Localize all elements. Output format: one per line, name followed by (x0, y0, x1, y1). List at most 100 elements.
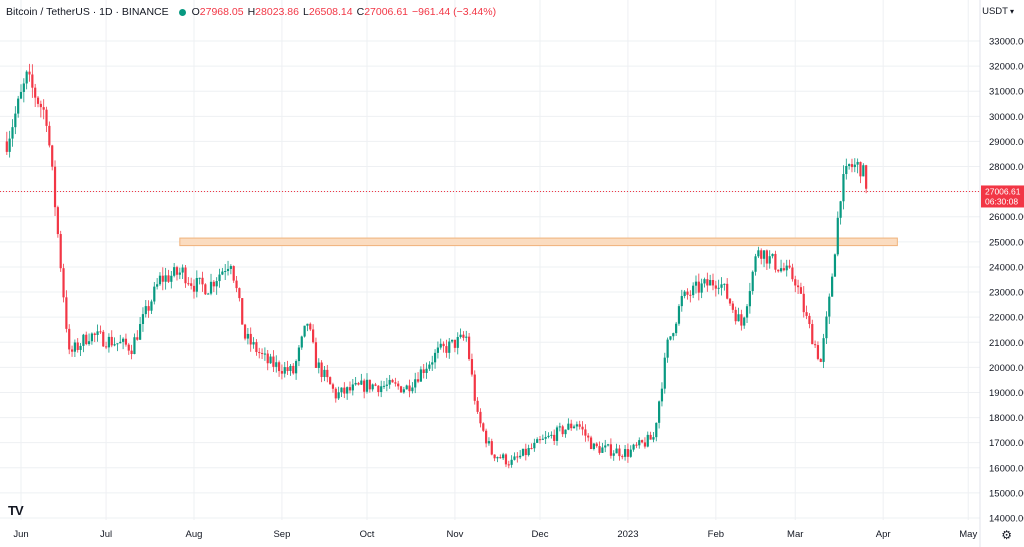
candle (113, 337, 116, 347)
candle (740, 309, 743, 331)
candle (365, 373, 369, 394)
candle (558, 422, 561, 432)
candle (73, 339, 76, 358)
candle (93, 332, 96, 343)
price-axis[interactable]: 33000.00 32000.00 31000.00 30000.00 29000.00… (989, 37, 1024, 525)
candle (706, 272, 709, 292)
candle (462, 331, 465, 341)
tradingview-logo-icon[interactable]: TV (8, 503, 24, 518)
candle (493, 454, 496, 462)
candle (397, 380, 400, 390)
candle (760, 248, 763, 265)
candlestick-series (5, 63, 868, 469)
time-tick-label: Sep (273, 529, 290, 540)
candle (856, 158, 859, 174)
candle (621, 454, 624, 460)
candle (646, 431, 649, 448)
candle (745, 303, 749, 324)
candle (536, 437, 539, 444)
candle (502, 452, 505, 460)
candle (553, 429, 556, 446)
candle (144, 299, 147, 318)
candle (496, 456, 499, 463)
candle (640, 439, 644, 444)
currency-selector[interactable]: USDT ▾ (982, 6, 1014, 17)
candle (689, 290, 692, 303)
candle (828, 293, 831, 324)
candle (737, 307, 740, 322)
candle (337, 386, 340, 401)
candle (334, 387, 337, 403)
candle (850, 158, 854, 173)
candle (266, 350, 269, 371)
last-price-box (981, 185, 1024, 208)
resistance-zone[interactable] (179, 237, 898, 247)
candle (158, 272, 162, 286)
candle (450, 339, 454, 344)
symbol-title[interactable]: Bitcoin / TetherUS · 1D · BINANCE (6, 6, 169, 18)
candle (42, 99, 45, 120)
candle (547, 432, 550, 439)
candle (87, 333, 91, 346)
candle (629, 445, 632, 458)
candle (652, 432, 655, 443)
candle (323, 365, 326, 382)
candle (414, 372, 417, 394)
candle (85, 331, 88, 346)
candle (575, 421, 578, 431)
candle (802, 286, 805, 318)
candle (748, 282, 751, 314)
candle (439, 338, 442, 350)
candle (663, 352, 666, 394)
candle (796, 279, 800, 294)
candle (811, 319, 814, 345)
candle (779, 259, 783, 273)
candle (482, 422, 485, 433)
candle (272, 350, 275, 373)
candle (561, 424, 564, 437)
candle (175, 265, 179, 281)
candle (36, 95, 40, 108)
candle (728, 298, 732, 307)
chevron-down-icon: ▾ (1009, 7, 1014, 16)
candle (808, 313, 811, 329)
price-tick-label: 23000.00 (989, 288, 1024, 299)
time-tick-label: Dec (532, 529, 549, 540)
candle (229, 264, 232, 275)
candle (601, 442, 604, 453)
price-tick-label: 19000.00 (989, 388, 1024, 399)
candle (467, 332, 471, 361)
candle (487, 437, 491, 446)
candle (408, 379, 411, 398)
candle (538, 436, 542, 444)
currency-label: USDT (982, 6, 1008, 17)
candle (65, 290, 68, 333)
candle (127, 343, 130, 355)
candle (697, 273, 700, 301)
candle (275, 355, 278, 373)
candle (595, 442, 598, 448)
time-axis[interactable]: Jun Jul Aug Sep Oct Nov Dec 2023 Feb Mar Apr May (13, 529, 977, 540)
candle (660, 382, 664, 407)
candle (34, 83, 37, 107)
candle (70, 345, 74, 357)
candle (632, 443, 635, 452)
candle (368, 379, 371, 393)
candle (422, 363, 425, 379)
candle (380, 380, 383, 398)
candle (90, 332, 94, 345)
candle (187, 277, 190, 286)
price-tick-label: 26000.00 (989, 212, 1024, 223)
candle (788, 259, 791, 269)
gear-icon[interactable]: ⚙ (1001, 528, 1012, 542)
candle (425, 362, 428, 379)
candle (255, 339, 258, 356)
candle (331, 382, 335, 393)
candle (782, 262, 786, 272)
candle (124, 333, 128, 347)
candle (445, 339, 448, 358)
candle (133, 333, 136, 355)
candle (485, 428, 488, 448)
candle (116, 343, 119, 352)
